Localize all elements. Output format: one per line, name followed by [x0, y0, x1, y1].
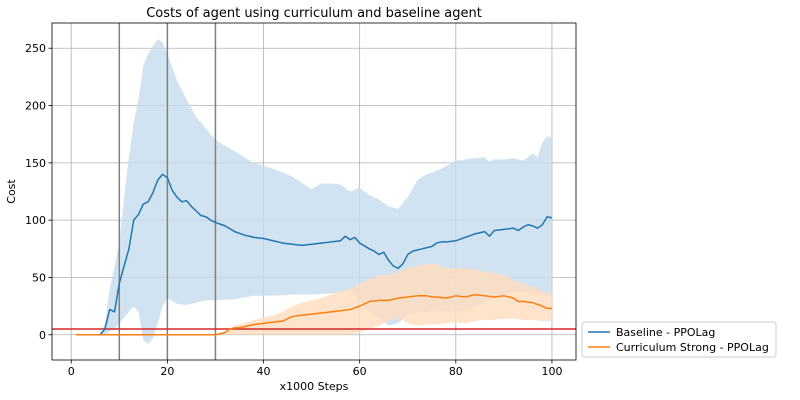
x-axis-label: x1000 Steps [280, 380, 349, 393]
y-tick-label: 50 [32, 271, 46, 284]
x-axis-ticks: 0 20 40 60 80 100 [68, 360, 562, 378]
y-tick-label: 150 [25, 157, 46, 170]
y-tick-label: 250 [25, 42, 46, 55]
legend: Baseline - PPOLag Curriculum Strong - PPO… [581, 321, 777, 358]
series-line-baseline [76, 173, 553, 336]
chart-title: Costs of agent using curriculum and base… [146, 6, 482, 21]
x-tick-label: 60 [353, 365, 367, 378]
band-curriculum [76, 263, 552, 335]
x-tick-label: 100 [541, 365, 562, 378]
y-axis-ticks: 0 50 100 150 200 250 [25, 42, 52, 342]
confidence-bands [76, 39, 552, 344]
x-tick-label: 20 [160, 365, 174, 378]
vertical-markers [118, 23, 217, 360]
legend-box [581, 321, 777, 358]
series-line-curriculum [76, 293, 552, 336]
y-tick-label: 100 [25, 214, 46, 227]
x-tick-label: 80 [449, 365, 463, 378]
legend-label: Curriculum Strong - PPOLag [616, 341, 769, 354]
x-tick-label: 40 [257, 365, 271, 378]
x-tick-label: 0 [68, 365, 75, 378]
y-tick-label: 0 [39, 329, 46, 342]
y-tick-label: 200 [25, 100, 46, 113]
series-lines [76, 173, 553, 336]
legend-label: Baseline - PPOLag [616, 326, 715, 339]
y-axis-label: Cost [5, 179, 18, 204]
plot-frame [51, 22, 577, 361]
